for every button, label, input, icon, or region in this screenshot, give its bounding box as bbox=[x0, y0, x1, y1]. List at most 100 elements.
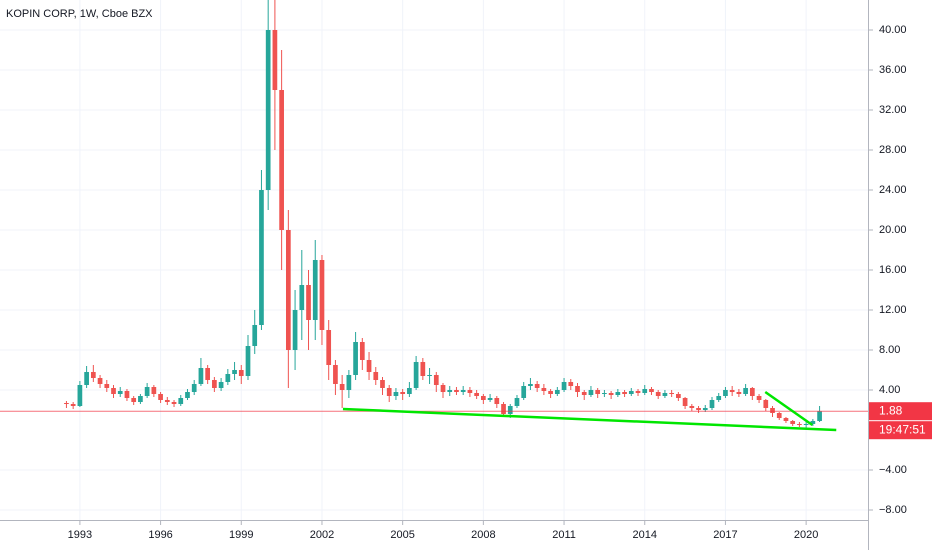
candle-body bbox=[628, 391, 634, 394]
candle-body bbox=[702, 408, 708, 410]
candle-body bbox=[400, 392, 406, 394]
candle-body bbox=[440, 385, 446, 392]
x-tick-label: 2008 bbox=[471, 529, 495, 541]
candle-body bbox=[366, 360, 372, 372]
candle-body bbox=[225, 374, 231, 382]
candle-body bbox=[615, 392, 621, 395]
candle-body bbox=[756, 396, 762, 400]
candle-body bbox=[554, 390, 560, 394]
candle-body bbox=[689, 406, 695, 408]
candle-body bbox=[682, 398, 688, 406]
candle-body bbox=[716, 396, 722, 400]
candle-body bbox=[460, 390, 466, 392]
candle-body bbox=[77, 385, 83, 406]
candle-body bbox=[131, 398, 137, 402]
candle-body bbox=[655, 392, 661, 396]
candle-body bbox=[198, 368, 204, 384]
candle-body bbox=[595, 390, 601, 394]
candle-body bbox=[144, 387, 150, 396]
y-tick-label: 20.00 bbox=[879, 224, 907, 236]
candle-body bbox=[548, 391, 553, 394]
y-tick-label: 32.00 bbox=[879, 104, 907, 116]
candle-body bbox=[803, 424, 809, 425]
y-tick-label: 12.00 bbox=[879, 304, 907, 316]
countdown-label: 19:47:51 bbox=[879, 422, 926, 436]
x-tick-label: 2020 bbox=[794, 529, 818, 541]
candle-body bbox=[723, 390, 728, 396]
candle-body bbox=[205, 368, 211, 380]
y-tick-label: 4.00 bbox=[879, 384, 900, 396]
y-tick-label: −4.00 bbox=[879, 464, 907, 476]
candle-body bbox=[790, 421, 796, 424]
candle-body bbox=[353, 342, 358, 375]
candle-body bbox=[386, 388, 392, 396]
candle-body bbox=[467, 390, 473, 393]
candle-body bbox=[776, 413, 782, 418]
candle-body bbox=[534, 384, 540, 388]
candle-body bbox=[507, 406, 513, 414]
candle-body bbox=[588, 390, 594, 395]
axes: −8.00 −4.00 4.00 8.00 12.00 16.00 20.00 24.00 28… bbox=[68, 24, 932, 541]
candle-body bbox=[541, 388, 547, 391]
candle-body bbox=[696, 408, 701, 410]
candle-body bbox=[333, 365, 338, 384]
y-tick-label: −8.00 bbox=[879, 504, 907, 516]
candle-body bbox=[245, 346, 251, 376]
candle-body bbox=[763, 400, 769, 408]
x-tick-label: 2005 bbox=[390, 529, 414, 541]
candle-body bbox=[393, 392, 399, 396]
candle-body bbox=[319, 260, 325, 330]
candle-body bbox=[171, 402, 177, 404]
candle-body bbox=[339, 384, 345, 390]
plot bbox=[0, 0, 868, 432]
candle-body bbox=[602, 393, 607, 394]
candle-body bbox=[407, 388, 412, 394]
candle-body bbox=[608, 393, 614, 395]
candle-body bbox=[797, 424, 802, 425]
candle-body bbox=[729, 390, 735, 392]
candle-body bbox=[279, 90, 284, 230]
candle-body bbox=[743, 388, 748, 394]
candle-body bbox=[292, 310, 298, 350]
candle-body bbox=[749, 388, 755, 396]
last-price-label: 1.88 bbox=[879, 403, 903, 417]
candle-body bbox=[346, 375, 352, 390]
candle-body bbox=[817, 411, 822, 421]
candle-body bbox=[117, 391, 123, 394]
candle-body bbox=[151, 387, 157, 394]
candle-body bbox=[494, 398, 500, 404]
x-tick-label: 1999 bbox=[229, 529, 253, 541]
candle-body bbox=[635, 391, 641, 393]
candle-body bbox=[373, 372, 379, 380]
candle-body bbox=[380, 380, 385, 388]
candle-body bbox=[359, 342, 365, 360]
y-tick-label: 28.00 bbox=[879, 144, 907, 156]
candle-body bbox=[124, 391, 130, 398]
candle-body bbox=[521, 386, 527, 398]
candle-body bbox=[420, 362, 426, 376]
candle-body bbox=[238, 370, 244, 376]
candle-body bbox=[662, 393, 668, 396]
candle-body bbox=[70, 404, 76, 406]
y-tick-label: 40.00 bbox=[879, 24, 907, 36]
candle-body bbox=[810, 421, 816, 424]
candle-body bbox=[285, 230, 291, 350]
candle-body bbox=[568, 382, 574, 386]
candle-body bbox=[97, 378, 103, 384]
candle-body bbox=[413, 362, 419, 388]
candle-body bbox=[252, 325, 258, 346]
candle-body bbox=[454, 390, 459, 392]
y-tick-label: 8.00 bbox=[879, 344, 900, 356]
candle-body bbox=[427, 375, 432, 376]
candle-body bbox=[575, 386, 580, 392]
candle-body bbox=[272, 30, 278, 90]
candle-body bbox=[299, 285, 305, 310]
countdown-box bbox=[869, 421, 932, 440]
candle-body bbox=[622, 392, 627, 394]
candle-body bbox=[501, 404, 506, 414]
candle-body bbox=[642, 389, 648, 393]
x-tick-label: 1993 bbox=[68, 529, 92, 541]
candle-body bbox=[232, 370, 237, 374]
candle-body bbox=[84, 372, 89, 385]
